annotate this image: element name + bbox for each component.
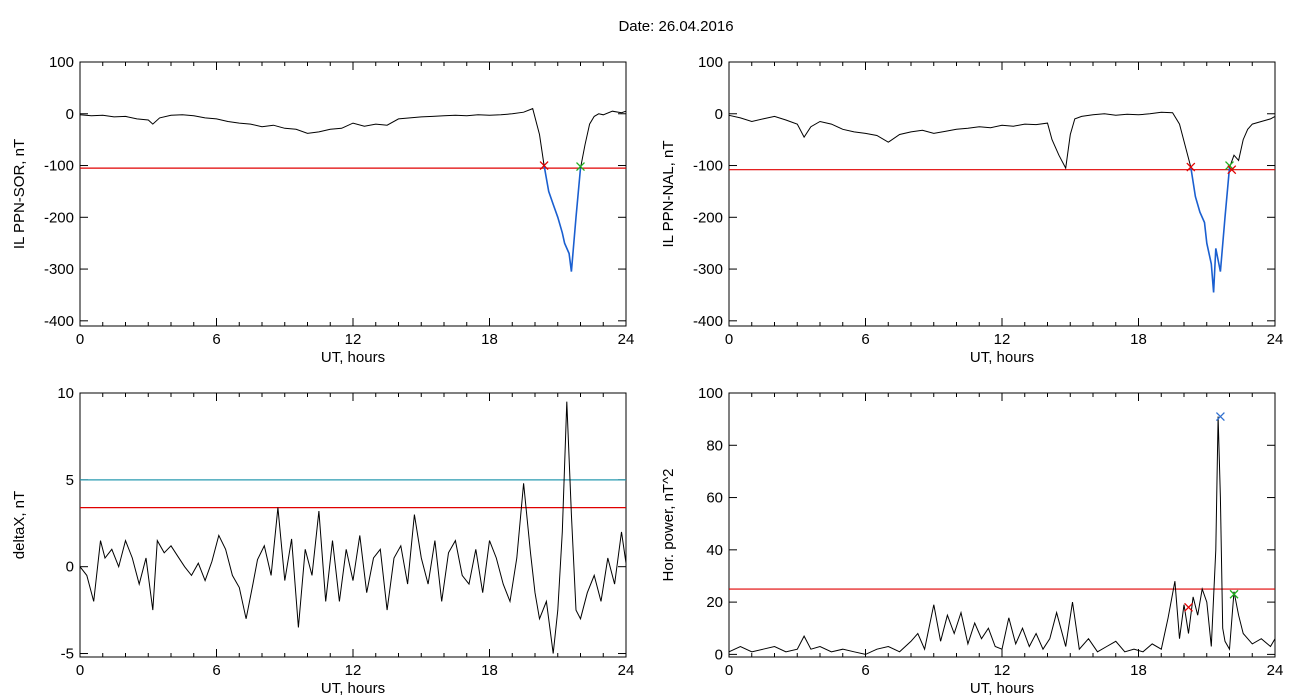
marker-green	[1229, 589, 1239, 599]
series-line	[1190, 166, 1231, 293]
series-line	[543, 165, 582, 272]
marker-stroke	[1215, 412, 1225, 421]
plot-frame	[728, 61, 1276, 327]
x-axis-label: UT, hours	[970, 680, 1034, 697]
y-tick-label: -200	[693, 209, 723, 226]
x-tick-label: 24	[618, 662, 635, 679]
x-tick-label: 18	[481, 331, 498, 348]
x-axis-label: UT, hours	[321, 349, 385, 366]
y-tick-label: 80	[706, 437, 723, 454]
series-line	[728, 111, 1192, 170]
y-axis-label: IL PPN-NAL, nT	[660, 141, 677, 248]
x-tick-label: 24	[1267, 662, 1284, 679]
y-tick-label: -5	[61, 646, 74, 663]
y-axis-label: IL PPN-SOR, nT	[11, 139, 28, 249]
marker-red	[1186, 162, 1196, 172]
x-tick-label: 6	[861, 331, 869, 348]
marker-stroke	[1225, 161, 1234, 170]
y-tick-label: -300	[44, 261, 74, 278]
series-line	[580, 110, 627, 169]
y-tick-label: 0	[66, 106, 74, 123]
y-tick-label: 100	[698, 54, 723, 71]
x-tick-label: 24	[618, 331, 635, 348]
marker-stroke	[1227, 165, 1237, 175]
marker-stroke	[1186, 162, 1196, 172]
x-axis-label: UT, hours	[970, 349, 1034, 366]
y-tick-label: -200	[44, 209, 74, 226]
y-axis-label: Hor. power, nT^2	[660, 469, 677, 582]
chart-panel-il-sor: 0 6 12 18 24 -400 -300 -200 -100 0 100 UT, hours IL …	[11, 54, 634, 366]
y-tick-label: -300	[693, 261, 723, 278]
marker-stroke	[1229, 589, 1239, 599]
x-tick-label: 6	[212, 662, 220, 679]
series-line	[728, 416, 1276, 655]
series-line	[79, 401, 627, 654]
series-line	[1229, 115, 1276, 168]
y-tick-label: 0	[715, 646, 723, 663]
x-tick-label: 12	[345, 662, 362, 679]
y-tick-label: -100	[44, 158, 74, 175]
y-tick-label: 0	[66, 559, 74, 576]
y-tick-label: 5	[66, 472, 74, 489]
y-tick-label: 60	[706, 490, 723, 507]
x-tick-label: 6	[861, 662, 869, 679]
y-axis-label: deltaX, nT	[11, 491, 28, 559]
x-tick-label: 12	[345, 331, 362, 348]
x-axis-label: UT, hours	[321, 680, 385, 697]
marker-red	[539, 161, 549, 170]
x-tick-label: 12	[994, 662, 1011, 679]
x-tick-label: 0	[76, 331, 84, 348]
page-title: Date: 26.04.2016	[618, 18, 734, 35]
plot-frame	[79, 392, 627, 658]
marker-stroke	[576, 162, 585, 172]
chart-panel-il-nal: 0 6 12 18 24 -400 -300 -200 -100 0 100 UT, hours IL …	[660, 54, 1283, 366]
marker-blue	[1215, 412, 1225, 421]
series-line	[79, 107, 545, 166]
y-tick-label: 100	[698, 385, 723, 402]
x-tick-label: 18	[481, 662, 498, 679]
marker-green	[1225, 161, 1234, 170]
y-tick-label: 0	[715, 106, 723, 123]
y-tick-label: -100	[693, 158, 723, 175]
marker-stroke	[1184, 602, 1194, 612]
y-tick-label: 100	[49, 54, 74, 71]
x-tick-label: 6	[212, 331, 220, 348]
y-tick-label: -400	[44, 313, 74, 330]
marker-red	[1227, 165, 1237, 175]
y-tick-label: 40	[706, 542, 723, 559]
y-tick-label: 10	[57, 385, 74, 402]
x-tick-label: 0	[725, 331, 733, 348]
plot-frame	[79, 61, 627, 327]
marker-green	[576, 162, 585, 172]
x-tick-label: 24	[1267, 331, 1284, 348]
x-tick-label: 18	[1130, 331, 1147, 348]
marker-red	[1184, 602, 1194, 612]
marker-stroke	[539, 161, 549, 170]
plot-frame	[728, 392, 1276, 658]
x-tick-label: 12	[994, 331, 1011, 348]
x-tick-label: 18	[1130, 662, 1147, 679]
x-tick-label: 0	[76, 662, 84, 679]
y-tick-label: -400	[693, 313, 723, 330]
chart-panel-hor-power: 0 6 12 18 24 0 20 40 60 80 100 UT, hours Hor. power,…	[660, 385, 1283, 697]
x-tick-label: 0	[725, 662, 733, 679]
y-tick-label: 20	[706, 594, 723, 611]
